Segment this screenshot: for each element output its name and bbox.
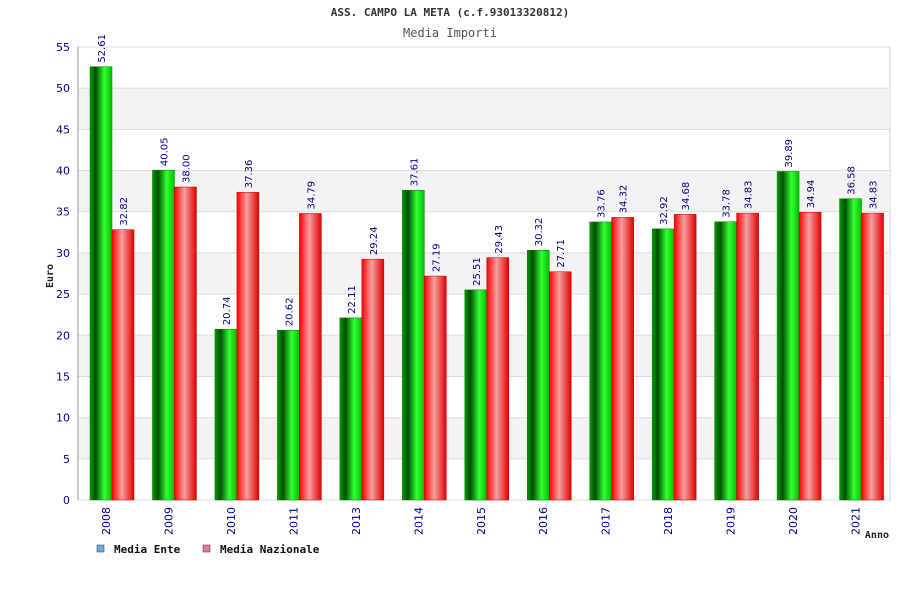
chart-title: ASS. CAMPO LA META (c.f.93013320812) [331,6,569,19]
bar-media-nazionale-2015 [486,257,510,501]
bar-media-nazionale-2013 [361,258,385,501]
value-label: 36.58 [847,166,858,195]
bar-media-ente-2018 [651,228,675,501]
y-tick-label: 20 [56,329,70,342]
bar-media-nazionale-2011 [299,213,322,501]
x-tick-label: 2008 [100,507,113,535]
x-tick-label: 2014 [412,507,425,535]
value-label: 34.94 [806,180,817,209]
legend-label-media-ente: Media Ente [114,543,181,556]
grid-band [78,88,890,130]
value-label: 34.83 [744,180,755,209]
bar-media-ente-2015 [464,289,488,501]
bars [89,66,884,501]
grid-band [78,170,890,212]
x-tick-label: 2017 [600,507,613,535]
value-label: 40.05 [159,137,170,166]
y-tick-label: 10 [56,412,70,425]
bar-media-nazionale-2016 [548,271,572,501]
bar-media-ente-2009 [152,169,175,501]
value-label: 37.36 [244,160,255,189]
chart-subtitle: Media Importi [403,26,497,40]
value-label: 34.68 [681,182,692,211]
y-axis-ticks: 0 5 10 15 20 25 30 35 40 45 50 55 [56,41,70,507]
bar-media-ente-2019 [714,221,737,501]
bar-media-ente-2011 [277,329,300,501]
legend: Media Ente Media Nazionale [96,543,320,556]
x-axis-ticks: 2008 2009 2010 2011 2013 2014 2015 2016 2017 2018… [100,507,863,535]
value-label: 39.89 [784,139,795,168]
bar-media-nazionale-2008 [111,229,135,501]
bar-media-ente-2021 [839,198,862,501]
bar-media-ente-2008 [89,66,113,501]
x-axis-label: Anno [865,530,889,541]
y-tick-label: 50 [56,82,70,95]
bar-media-nazionale-2017 [611,217,634,501]
y-tick-label: 0 [63,494,70,507]
value-label: 34.83 [869,180,880,209]
bar-media-ente-2020 [776,171,800,501]
bar-media-nazionale-2014 [424,275,447,501]
bar-media-nazionale-2019 [736,212,759,501]
value-label: 29.43 [494,225,505,254]
value-label: 34.32 [619,185,630,214]
value-label: 27.71 [556,239,567,268]
value-label: 37.61 [409,158,420,187]
y-axis-label: Euro [45,264,56,288]
bar-media-ente-2017 [589,221,612,501]
value-label: 20.74 [222,297,233,326]
y-tick-label: 5 [63,453,70,466]
x-tick-label: 2021 [850,507,863,535]
bar-media-nazionale-2009 [174,186,197,501]
y-tick-label: 30 [56,247,70,260]
x-tick-label: 2011 [287,507,300,535]
value-label: 33.76 [597,189,608,218]
value-label: 38.00 [181,154,192,183]
value-label: 33.78 [722,189,733,218]
value-label: 32.82 [119,197,130,226]
x-tick-label: 2020 [787,507,800,535]
bar-media-ente-2013 [339,317,363,501]
value-label: 27.19 [431,243,442,272]
bar-media-ente-2010 [214,328,238,501]
value-label: 29.24 [369,227,380,256]
x-tick-label: 2009 [162,507,175,535]
value-label: 30.32 [534,218,545,247]
y-tick-label: 55 [56,41,70,54]
value-label: 52.61 [97,34,108,63]
y-tick-label: 15 [56,370,70,383]
legend-label-media-nazionale: Media Nazionale [220,543,320,556]
value-label: 20.62 [284,298,295,327]
x-tick-label: 2013 [350,507,363,535]
value-label: 25.51 [472,257,483,286]
y-tick-label: 40 [56,165,70,178]
bar-media-nazionale-2020 [798,211,822,501]
value-label: 34.79 [306,181,317,210]
x-tick-label: 2019 [725,507,738,535]
value-label: 22.11 [347,285,358,314]
x-tick-label: 2018 [662,507,675,535]
y-tick-label: 45 [56,123,70,136]
legend-swatch-media-nazionale [202,544,211,553]
bar-media-ente-2016 [526,250,550,501]
grid-band [78,252,890,295]
value-labels: 52.61 32.82 40.05 38.00 20.74 37.36 20.62 34.79… [97,34,880,326]
bar-media-nazionale-2021 [861,212,884,501]
x-tick-label: 2016 [537,507,550,535]
value-label: 32.92 [659,196,670,225]
bar-media-nazionale-2018 [673,214,697,501]
legend-swatch-media-ente [96,544,105,553]
bar-media-ente-2014 [402,189,425,501]
y-tick-label: 35 [56,206,70,219]
x-tick-label: 2015 [475,507,488,535]
y-tick-label: 25 [56,288,70,301]
x-tick-label: 2010 [225,507,238,535]
bar-media-nazionale-2010 [236,192,260,501]
